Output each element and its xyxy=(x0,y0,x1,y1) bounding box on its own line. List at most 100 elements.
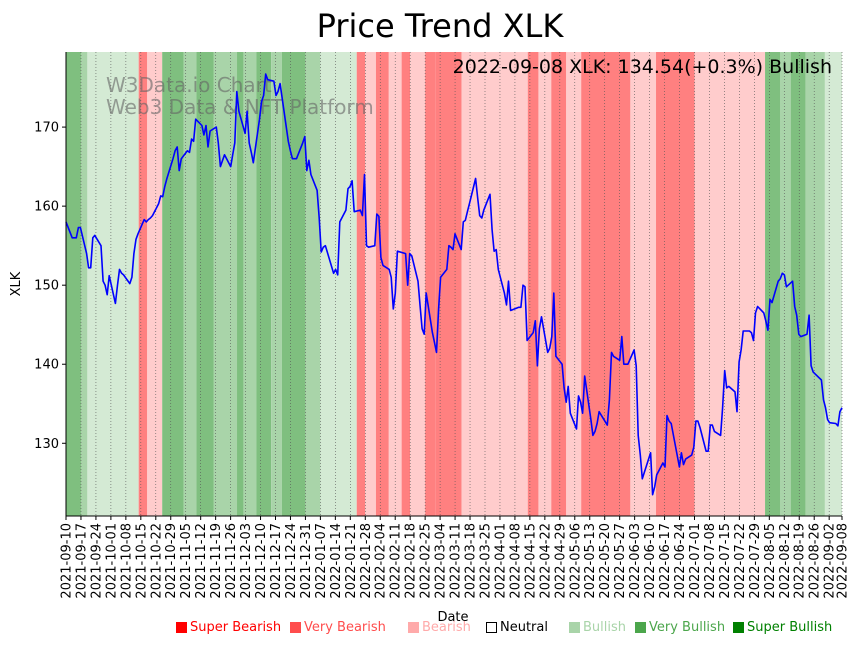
sentiment-band-very_bearish xyxy=(425,52,436,516)
x-tick-label: 2021-12-17 xyxy=(269,523,284,599)
x-tick-label: 2021-10-08 xyxy=(119,523,134,599)
sentiment-band-very_bearish xyxy=(551,52,567,516)
legend-item-very-bullish: Very Bullish xyxy=(635,620,725,635)
x-tick-label: 2022-05-20 xyxy=(598,523,613,599)
x-tick-label: 2022-04-01 xyxy=(493,523,508,599)
sentiment-band-bullish xyxy=(305,52,321,516)
sentiment-bands xyxy=(66,52,842,516)
x-tick-label: 2022-07-01 xyxy=(688,523,703,599)
sentiment-band-very_bullish xyxy=(162,52,184,516)
legend-swatch xyxy=(635,622,646,633)
legend-label: Very Bullish xyxy=(649,620,726,635)
x-tick-label: 2022-07-22 xyxy=(733,523,748,599)
sentiment-band-bearish xyxy=(694,52,766,516)
legend-swatch xyxy=(733,622,744,633)
x-tick-label: 2022-07-08 xyxy=(703,523,718,599)
x-tick-label: 2021-09-17 xyxy=(74,523,89,599)
x-tick-label: 2021-10-29 xyxy=(164,523,179,599)
sentiment-band-very_bearish xyxy=(656,52,695,516)
sentiment-band-very_bearish xyxy=(375,52,389,516)
watermark: W3Data.io Chart Web3 Data & NFT Platform xyxy=(106,73,374,119)
legend-item-super-bearish: Super Bearish xyxy=(176,620,281,635)
x-tick-label: 2022-06-17 xyxy=(658,523,673,599)
y-tick-label: 170 xyxy=(34,121,59,136)
x-tick-label: 2022-02-04 xyxy=(374,523,389,599)
x-tick-label: 2021-11-12 xyxy=(194,523,209,599)
x-tick-label: 2022-08-05 xyxy=(763,523,778,599)
legend-item-very-bearish: Very Bearish xyxy=(290,620,386,635)
legend-item-bullish: Bullish xyxy=(569,620,626,635)
x-tick-label: 2022-01-14 xyxy=(329,523,344,599)
sentiment-band-very_bullish xyxy=(256,52,272,516)
y-ticks: 130 140 150 160 170 xyxy=(34,121,66,452)
x-tick-label: 2022-04-15 xyxy=(523,523,538,599)
price-series xyxy=(65,73,843,496)
x-tick-label: 2022-03-04 xyxy=(434,523,449,599)
x-tick-label: 2021-12-03 xyxy=(239,523,254,599)
sentiment-band-bullish_light xyxy=(87,52,139,516)
x-tick-label: 2022-03-25 xyxy=(478,523,493,599)
sentiment-band-bullish xyxy=(271,52,282,516)
x-tick-label: 2022-01-28 xyxy=(359,523,374,599)
x-tick-label: 2022-06-03 xyxy=(628,523,643,599)
x-tick-label: 2022-02-18 xyxy=(404,523,419,599)
y-tick-label: 130 xyxy=(34,437,59,452)
x-tick-label: 2021-12-10 xyxy=(254,523,269,599)
sentiment-band-bearish xyxy=(147,52,163,516)
x-tick-label: 2022-08-19 xyxy=(793,523,808,599)
sentiment-band-bullish_light xyxy=(320,52,357,516)
sentiment-band-very_bullish xyxy=(790,52,806,516)
sentiment-band-very_bullish xyxy=(66,52,81,516)
x-tick-label: 2022-03-11 xyxy=(449,523,464,599)
sentiment-band-bearish xyxy=(630,52,657,516)
legend-label: Super Bearish xyxy=(190,620,282,635)
x-axis-label: Date xyxy=(437,610,468,625)
x-tick-label: 2022-01-21 xyxy=(344,523,359,599)
sentiment-band-bullish xyxy=(183,52,197,516)
legend-label: Bullish xyxy=(583,620,627,635)
sentiment-band-very_bearish xyxy=(138,52,148,516)
x-tick-label: 2022-05-27 xyxy=(613,523,628,599)
x-tick-label: 2021-10-15 xyxy=(134,523,149,599)
x-tick-label: 2022-09-08 xyxy=(836,523,851,599)
x-tick-label: 2022-06-24 xyxy=(673,523,688,599)
x-tick-label: 2022-02-11 xyxy=(389,523,404,599)
x-tick-label: 2022-07-29 xyxy=(748,523,763,599)
x-tick-label: 2022-03-18 xyxy=(464,523,479,599)
y-tick-label: 140 xyxy=(34,358,59,373)
legend-swatch xyxy=(486,622,497,633)
x-tick-label: 2022-05-06 xyxy=(568,523,583,599)
x-tick-label: 2022-04-29 xyxy=(553,523,568,599)
x-tick-label: 2022-09-02 xyxy=(823,523,838,599)
legend-label: Neutral xyxy=(500,620,548,635)
legend-swatch xyxy=(290,622,301,633)
x-tick-label: 2021-10-01 xyxy=(104,523,119,599)
sentiment-band-bullish xyxy=(213,52,238,516)
sentiment-band-very_bearish xyxy=(581,52,631,516)
x-tick-label: 2021-11-05 xyxy=(179,523,194,599)
sentiment-band-very_bullish xyxy=(765,52,781,516)
legend-item-neutral: Neutral xyxy=(486,620,548,635)
x-tick-label: 2021-12-24 xyxy=(284,523,299,599)
x-tick-label: 2021-09-10 xyxy=(60,523,75,599)
x-tick-label: 2021-12-31 xyxy=(299,523,314,599)
x-tick-label: 2022-08-26 xyxy=(808,523,823,599)
x-tick-label: 2022-04-22 xyxy=(538,523,553,599)
sentiment-legend: Super Bearish Very Bearish Bearish Neutral B… xyxy=(176,620,860,640)
sentiment-band-bearish xyxy=(365,52,376,516)
legend-item-bearish: Bearish xyxy=(408,620,471,635)
watermark-line-1: W3Data.io Chart xyxy=(106,73,272,97)
legend-label: Very Bearish xyxy=(304,620,386,635)
legend-item-super-bullish: Super Bullish xyxy=(733,620,832,635)
legend-label: Bearish xyxy=(422,620,471,635)
x-ticks: 2021-09-10 2021-09-17 2021-09-24 2021-10-01… xyxy=(60,516,851,599)
sentiment-band-bearish xyxy=(461,52,528,516)
sentiment-band-very_bearish xyxy=(356,52,366,516)
legend-label: Super Bullish xyxy=(747,620,833,635)
legend-swatch xyxy=(408,622,419,633)
x-tick-label: 2022-05-13 xyxy=(583,523,598,599)
sentiment-band-very_bearish xyxy=(527,52,539,516)
sentiment-band-bullish xyxy=(243,52,257,516)
x-tick-label: 2022-02-25 xyxy=(419,523,434,599)
x-tick-label: 2022-08-12 xyxy=(778,523,793,599)
